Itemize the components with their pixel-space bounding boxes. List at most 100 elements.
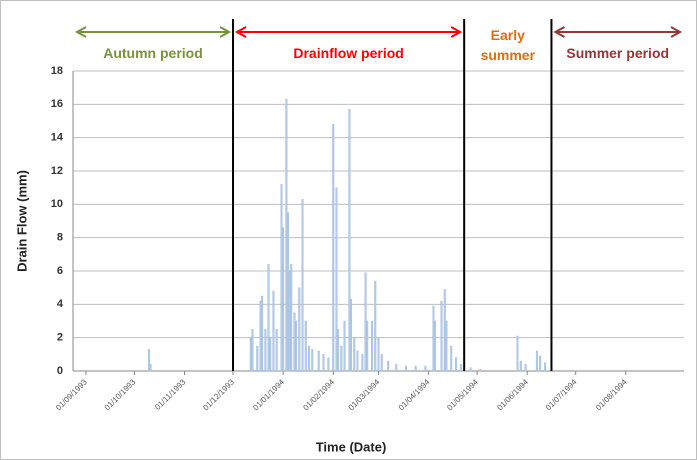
- bar: [337, 329, 340, 372]
- bar: [414, 365, 417, 372]
- bar: [516, 335, 519, 372]
- bar: [301, 199, 304, 372]
- bar: [286, 212, 289, 372]
- bar: [256, 345, 259, 372]
- period-label: Summer period: [566, 45, 670, 61]
- y-axis-title: Drain Flow (mm): [14, 170, 29, 272]
- x-tick-label: 01/02/1994: [301, 377, 336, 412]
- period-label: Early summer: [480, 27, 536, 63]
- bar: [307, 345, 310, 372]
- y-tick-label: 2: [57, 332, 63, 344]
- bar: [353, 337, 356, 372]
- bar: [295, 320, 298, 372]
- x-tick-label: 01/05/1994: [445, 377, 480, 412]
- bar: [317, 350, 320, 372]
- bar: [440, 300, 443, 372]
- bar: [459, 364, 462, 372]
- arrow-head: [74, 26, 87, 38]
- bar: [264, 329, 267, 372]
- bar: [311, 349, 314, 372]
- bar: [147, 349, 150, 372]
- x-tick-label: 01/09/1993: [54, 377, 89, 412]
- bar: [340, 345, 343, 372]
- bar: [269, 337, 272, 372]
- bar: [267, 264, 270, 372]
- bar: [332, 124, 335, 372]
- x-tick-label: 01/12/1993: [201, 377, 236, 412]
- bar: [535, 350, 538, 372]
- x-tick-label: 01/10/1993: [103, 377, 138, 412]
- bar: [259, 300, 262, 372]
- bar: [519, 360, 522, 372]
- bar: [366, 320, 369, 372]
- y-tick-label: 6: [57, 265, 63, 277]
- y-tick-label: 14: [51, 132, 64, 144]
- bar: [290, 264, 293, 372]
- y-tick-label: 8: [57, 232, 63, 244]
- bar: [272, 290, 275, 372]
- bar: [282, 227, 285, 372]
- x-tick-label: 01/08/1994: [594, 377, 629, 412]
- bar: [304, 320, 307, 372]
- bar: [285, 99, 288, 372]
- bar: [293, 312, 296, 372]
- bar: [469, 367, 472, 372]
- bar: [387, 360, 390, 372]
- bar: [251, 329, 254, 372]
- bar: [348, 109, 351, 372]
- bar: [424, 365, 427, 372]
- arrow-head: [234, 26, 247, 38]
- bar: [443, 289, 446, 372]
- x-axis-title: Time (Date): [316, 439, 387, 454]
- arrow-head: [450, 26, 463, 38]
- bar: [288, 270, 291, 372]
- bar: [280, 184, 283, 372]
- x-tick-label: 01/03/1994: [347, 377, 382, 412]
- bar: [377, 337, 380, 372]
- arrow-head: [219, 26, 232, 38]
- bar: [543, 362, 546, 372]
- bar: [361, 354, 364, 372]
- bar: [432, 305, 435, 372]
- bar: [335, 187, 338, 372]
- x-tick-label: 01/07/1994: [544, 377, 579, 412]
- bar: [539, 355, 542, 372]
- bar: [524, 364, 527, 372]
- bar: [445, 320, 448, 372]
- bar: [395, 364, 398, 372]
- bar: [350, 299, 353, 372]
- y-tick-label: 16: [51, 98, 63, 110]
- y-tick-label: 18: [51, 65, 63, 77]
- bar: [364, 272, 367, 372]
- bar: [356, 350, 359, 372]
- bar: [327, 357, 330, 372]
- x-tick-label: 01/04/1994: [397, 377, 432, 412]
- y-tick-label: 4: [57, 298, 64, 310]
- bar: [261, 295, 264, 372]
- bar: [434, 320, 437, 372]
- y-tick-label: 0: [57, 365, 63, 377]
- bar: [298, 287, 301, 372]
- bar: [343, 320, 346, 372]
- arrow-head: [553, 26, 565, 38]
- bar: [322, 354, 325, 372]
- bar: [275, 329, 278, 372]
- arrow-head: [670, 26, 683, 38]
- bar: [371, 320, 374, 372]
- period-label: Drainflow period: [293, 45, 404, 61]
- y-tick-label: 10: [51, 198, 63, 210]
- bar: [149, 364, 152, 372]
- x-tick-label: 01/11/1993: [153, 377, 188, 412]
- bar: [249, 337, 252, 372]
- period-label: Autumn period: [103, 45, 203, 61]
- x-tick-label: 01/06/1994: [495, 377, 530, 412]
- bar: [404, 365, 407, 372]
- bar: [450, 345, 453, 372]
- bar: [455, 357, 458, 372]
- x-tick-label: 01/01/1994: [251, 377, 286, 412]
- bar: [380, 354, 383, 372]
- bar: [374, 280, 377, 372]
- bar: [479, 369, 482, 372]
